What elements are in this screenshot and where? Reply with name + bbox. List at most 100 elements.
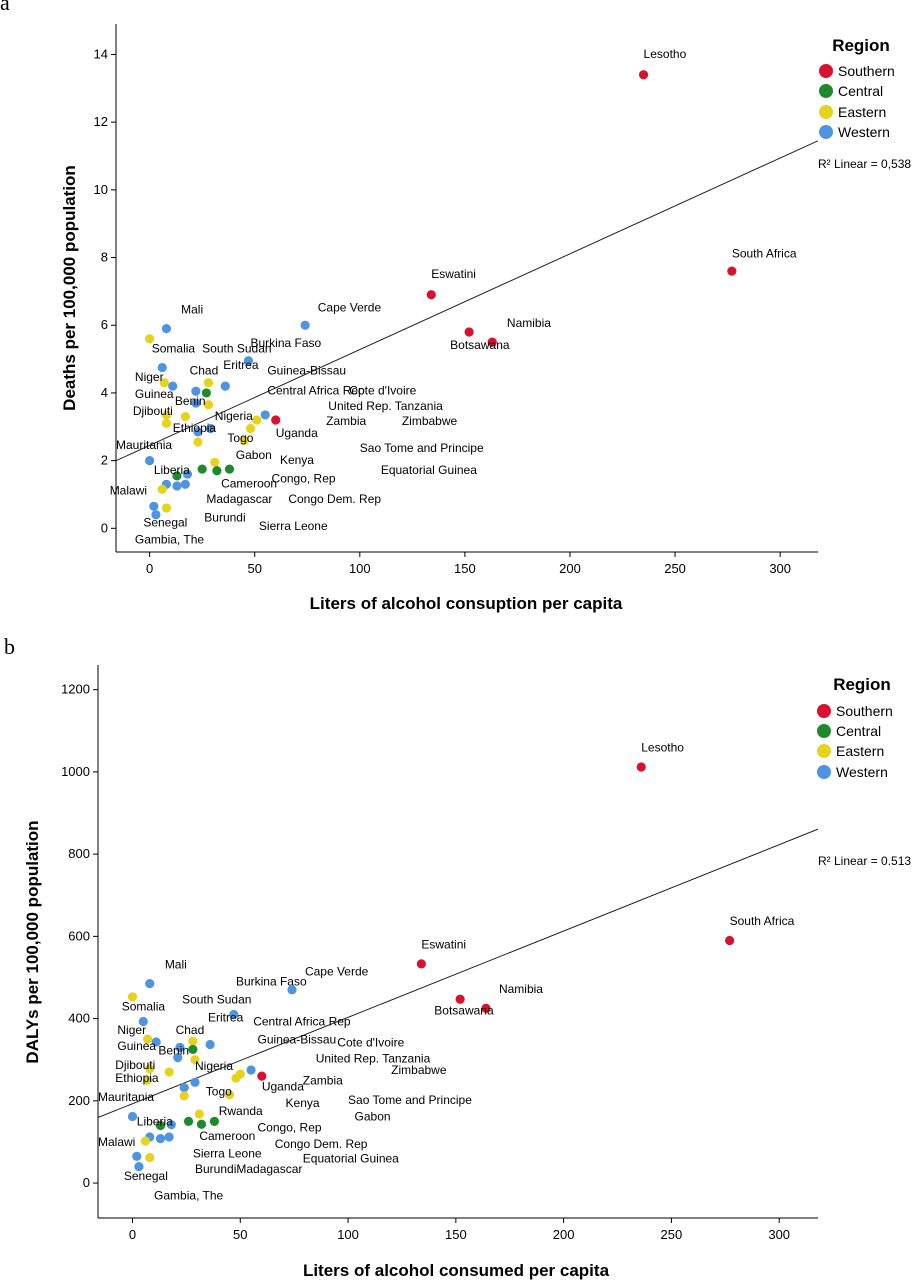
- point-label: Liberia: [137, 1114, 173, 1128]
- data-point-eastern: [161, 410, 172, 420]
- r-squared-label: R² Linear = 0,538: [818, 157, 911, 171]
- point-label: Mauritania: [98, 1090, 154, 1104]
- legend-label-central: Central: [838, 83, 883, 99]
- legend-title: Region: [833, 675, 891, 694]
- y-tick-label: 600: [68, 928, 90, 943]
- point-label: Burundi: [204, 511, 245, 525]
- data-point-eastern: [203, 400, 214, 410]
- y-tick-label: 400: [68, 1011, 90, 1026]
- data-point-western: [164, 1132, 174, 1142]
- point-label: Congo, Rep: [258, 1121, 322, 1135]
- point-label: Senegal: [124, 1169, 168, 1183]
- point-label: Sao Tome and Principe: [348, 1093, 472, 1107]
- data-point-western: [166, 1120, 176, 1130]
- point-label: Guinea: [117, 1039, 156, 1053]
- data-point-southern: [426, 290, 436, 300]
- point-label: Mauritania: [116, 438, 172, 452]
- data-point-western: [145, 456, 155, 466]
- x-tick-label: 250: [661, 1227, 683, 1242]
- point-label: Kenya: [280, 453, 314, 467]
- point-label: Burkina Faso: [251, 336, 322, 350]
- data-point-southern: [257, 1071, 267, 1081]
- legend-marker-eastern: [817, 744, 831, 758]
- point-label: Chad: [176, 1023, 205, 1037]
- point-label: Ethiopia: [115, 1071, 159, 1085]
- point-label: Djibouti: [133, 404, 173, 418]
- data-point-eastern: [142, 1075, 153, 1085]
- point-label: Central Africa Rep: [267, 384, 365, 398]
- data-point-western: [145, 979, 155, 989]
- legend-marker-eastern: [819, 105, 833, 119]
- point-label: Cote d'Ivoire: [349, 384, 416, 398]
- data-point-western: [220, 381, 230, 391]
- point-label: South Africa: [732, 247, 797, 261]
- data-point-eastern: [210, 457, 220, 467]
- x-tick-label: 0: [129, 1227, 136, 1242]
- legend-label-central: Central: [836, 723, 881, 739]
- r-squared-label: R² Linear = 0.513: [818, 854, 911, 868]
- legend-marker-southern: [817, 704, 831, 718]
- point-label: Sierra Leone: [259, 519, 328, 533]
- data-point-eastern: [239, 435, 249, 445]
- point-label: Togo: [206, 1084, 232, 1098]
- point-label: Namibia: [499, 982, 543, 996]
- regression-line: [115, 140, 819, 462]
- point-label: South Sudan: [202, 341, 271, 355]
- legend-label-eastern: Eastern: [836, 743, 884, 759]
- y-tick-label: 10: [94, 182, 108, 197]
- point-label: Zimbabwe: [402, 414, 458, 428]
- data-point-western: [193, 427, 203, 437]
- x-tick-label: 50: [233, 1227, 247, 1242]
- data-point-southern: [727, 266, 737, 276]
- point-label: Eritrea: [208, 1010, 244, 1024]
- data-point-central: [209, 1116, 220, 1126]
- panel-label: b: [4, 634, 15, 659]
- x-tick-label: 150: [445, 1227, 467, 1242]
- point-label: Malawi: [110, 483, 147, 497]
- x-tick-label: 300: [769, 561, 791, 576]
- point-label: Congo Dem. Rep: [275, 1137, 368, 1151]
- point-label: Gabon: [236, 448, 272, 462]
- point-label: Zambia: [326, 414, 366, 428]
- data-point-eastern: [161, 503, 172, 513]
- data-point-western: [205, 423, 216, 434]
- point-label: Lesotho: [644, 47, 687, 61]
- point-label: Benin: [158, 1043, 189, 1057]
- data-point-western: [157, 362, 167, 373]
- data-point-western: [229, 1009, 239, 1020]
- legend-marker-western: [819, 125, 833, 139]
- point-label: Botsawana: [434, 1003, 494, 1017]
- data-point-western: [246, 1065, 256, 1075]
- data-point-eastern: [145, 334, 155, 344]
- data-point-western: [179, 1083, 189, 1093]
- y-tick-label: 1000: [61, 764, 90, 779]
- point-label: Kenya: [286, 1096, 320, 1110]
- point-label: Sao Tome and Principe: [360, 441, 484, 455]
- x-tick-label: 100: [337, 1227, 359, 1242]
- data-point-eastern: [194, 1109, 204, 1119]
- point-label: Cote d'Ivoire: [337, 1036, 404, 1050]
- data-point-western: [175, 1042, 185, 1052]
- regression-line: [97, 828, 819, 1118]
- point-label: Gambia, The: [135, 533, 204, 547]
- point-label: Equatorial Guinea: [303, 1151, 399, 1165]
- data-point-western: [300, 320, 310, 330]
- data-point-western: [190, 1077, 200, 1087]
- data-point-eastern: [140, 1136, 151, 1146]
- point-label: Eritrea: [223, 358, 259, 372]
- point-label: Cameroon: [221, 477, 277, 491]
- legend-label-western: Western: [838, 124, 890, 140]
- y-axis-label: Deaths per 100,000 population: [60, 165, 79, 411]
- data-point-western: [173, 1053, 183, 1063]
- data-point-western: [132, 1151, 142, 1161]
- x-tick-label: 0: [146, 561, 153, 576]
- point-label: Nigeria: [215, 409, 253, 423]
- data-point-eastern: [245, 423, 256, 434]
- point-label: Guinea-Bissau: [267, 363, 346, 377]
- point-label: Gambia, The: [154, 1188, 223, 1202]
- data-point-western: [180, 479, 190, 489]
- data-point-western: [151, 1037, 161, 1047]
- data-point-western: [182, 469, 193, 479]
- point-label: Benin: [175, 394, 206, 408]
